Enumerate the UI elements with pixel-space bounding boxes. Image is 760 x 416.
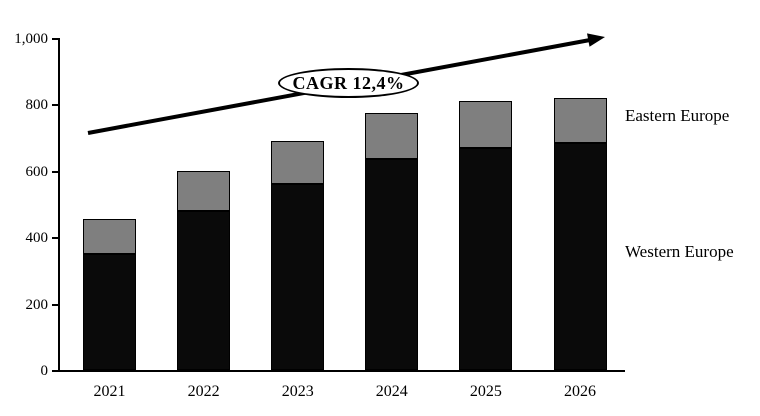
x-axis-label: 2026 [564,383,596,400]
x-axis-label: 2025 [469,383,502,400]
y-axis-tick [52,38,58,40]
y-axis-tick [52,170,58,173]
bar-segment-eastern-europe [553,97,607,143]
bar-segment-eastern-europe [365,112,419,160]
cagr-annotation: CAGR 12,4% [278,68,419,98]
y-axis-tick-label: 0 [40,363,49,379]
y-axis-tick-label: 800 [25,97,49,114]
bar-segment-eastern-europe [459,101,513,148]
y-axis-tick-label: 400 [25,230,49,247]
y-axis-tick [52,303,58,306]
y-axis-tick [52,237,58,240]
bar-segment-western-europe [553,142,607,370]
legend-western-europe: Western Europe [625,242,734,261]
x-axis-line [56,370,625,372]
y-axis-tick-label: 600 [25,163,49,180]
x-axis-label: 2022 [187,383,220,400]
legend-eastern-europe: Eastern Europe [625,106,730,125]
y-axis-tick [52,370,58,372]
x-axis-label: 2023 [281,383,314,400]
y-axis-line [58,38,60,372]
x-axis-label: 2021 [93,383,126,400]
bar-segment-western-europe [177,210,231,370]
bar-segment-western-europe [459,147,513,370]
bar-segment-western-europe [365,159,419,370]
cagr-label: CAGR 12,4% [292,72,405,93]
bar-segment-western-europe [83,253,136,370]
x-axis-label: 2024 [375,383,408,400]
bar-segment-eastern-europe [271,140,325,185]
bar-segment-western-europe [271,184,325,370]
bar-segment-eastern-europe [83,218,136,254]
bar-segment-eastern-europe [177,170,231,211]
y-axis-tick [52,104,58,107]
y-axis-tick-label: 1,000 [14,31,48,47]
y-axis-tick-label: 200 [25,296,49,313]
trend-arrow-head [587,33,605,47]
